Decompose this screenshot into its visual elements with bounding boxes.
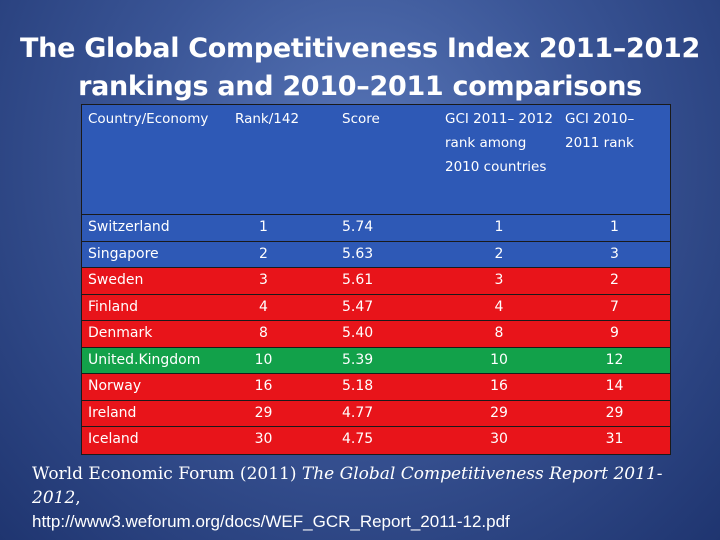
cell-country: Iceland xyxy=(88,431,139,447)
cell-rank-2010: 7 xyxy=(610,298,619,315)
cell-rank: 1 xyxy=(259,219,268,235)
citation-url: http://www3.weforum.org/docs/WEF_GCR_Rep… xyxy=(32,512,510,531)
cell-rank-among-2010: 2 xyxy=(494,245,504,262)
slide-title: The Global Competitiveness Index 2011–20… xyxy=(20,33,700,102)
cell-rank-2010: 12 xyxy=(605,351,624,368)
cell-country: United.Kingdom xyxy=(88,351,201,368)
citation-source: World Economic Forum (2011) xyxy=(32,464,302,484)
table-row: Switzerland 1 5.74 1 1 xyxy=(82,215,670,242)
table-header-row: Country/Economy Rank/142 Score GCI 2011–… xyxy=(82,105,670,215)
cell-country: Ireland xyxy=(88,404,137,421)
cell-rank-2010: 2 xyxy=(610,272,619,288)
header-rank: Rank/142 xyxy=(235,111,300,127)
table-row: Ireland 29 4.77 29 29 xyxy=(82,400,670,427)
gci-rankings-table: Country/Economy Rank/142 Score GCI 2011–… xyxy=(81,104,671,455)
cell-rank-among-2010: 29 xyxy=(490,404,508,421)
header-country: Country/Economy xyxy=(88,111,209,127)
cell-country: Sweden xyxy=(88,272,144,288)
cell-rank: 8 xyxy=(259,325,268,341)
table-row: Sweden 3 5.61 3 2 xyxy=(82,268,670,295)
cell-score: 5.63 xyxy=(342,245,374,262)
header-rank-among-2010: GCI 2011– 2012 rank among 2010 countries xyxy=(445,111,553,175)
cell-rank-among-2010: 16 xyxy=(490,378,508,394)
cell-rank: 4 xyxy=(259,298,268,315)
table-row: Finland 4 5.47 4 7 xyxy=(82,294,670,321)
cell-rank: 3 xyxy=(259,272,268,288)
source-citation: World Economic Forum (2011) The Global C… xyxy=(32,462,692,534)
cell-rank-2010: 29 xyxy=(605,404,624,421)
cell-score: 5.39 xyxy=(342,351,374,368)
cell-rank-2010: 1 xyxy=(610,219,619,235)
table-row: Singapore 2 5.63 2 3 xyxy=(82,241,670,268)
cell-rank: 29 xyxy=(254,404,273,421)
citation-comma: , xyxy=(75,488,81,508)
cell-score: 5.74 xyxy=(342,219,374,235)
header-rank-2010: GCI 2010– 2011 rank xyxy=(565,111,635,151)
header-score: Score xyxy=(342,111,380,127)
cell-country: Norway xyxy=(88,378,142,394)
cell-score: 5.18 xyxy=(342,378,374,394)
cell-score: 5.61 xyxy=(342,272,374,288)
cell-score: 4.75 xyxy=(342,431,374,447)
cell-rank-2010: 14 xyxy=(605,378,624,394)
cell-rank-among-2010: 1 xyxy=(494,219,504,235)
cell-country: Singapore xyxy=(88,245,159,262)
cell-rank-among-2010: 3 xyxy=(494,272,504,288)
cell-rank-among-2010: 4 xyxy=(494,298,504,315)
cell-rank: 10 xyxy=(254,351,273,368)
cell-rank-among-2010: 10 xyxy=(490,351,508,368)
table-row: Norway 16 5.18 16 14 xyxy=(82,374,670,401)
cell-score: 5.40 xyxy=(342,325,374,341)
cell-rank: 30 xyxy=(254,431,273,447)
cell-rank-among-2010: 8 xyxy=(494,325,504,341)
cell-rank: 2 xyxy=(259,245,268,262)
table-row: United.Kingdom 10 5.39 10 12 xyxy=(82,347,670,374)
table-row: Denmark 8 5.40 8 9 xyxy=(82,321,670,348)
cell-rank-among-2010: 30 xyxy=(490,431,508,447)
cell-country: Denmark xyxy=(88,325,153,341)
cell-score: 4.77 xyxy=(342,404,374,421)
citation-report-title: The Global Competitiveness Report 2011-2… xyxy=(32,464,663,508)
cell-country: Switzerland xyxy=(88,219,170,235)
cell-rank: 16 xyxy=(254,378,273,394)
cell-score: 5.47 xyxy=(342,298,374,315)
cell-country: Finland xyxy=(88,298,139,315)
cell-rank-2010: 31 xyxy=(605,431,624,447)
cell-rank-2010: 3 xyxy=(610,245,619,262)
table-body: Switzerland 1 5.74 1 1 Singapore 2 5.63 2 3 Sweden… xyxy=(82,215,670,454)
cell-rank-2010: 9 xyxy=(610,325,619,341)
table-row: Iceland 30 4.75 30 31 xyxy=(82,427,670,454)
